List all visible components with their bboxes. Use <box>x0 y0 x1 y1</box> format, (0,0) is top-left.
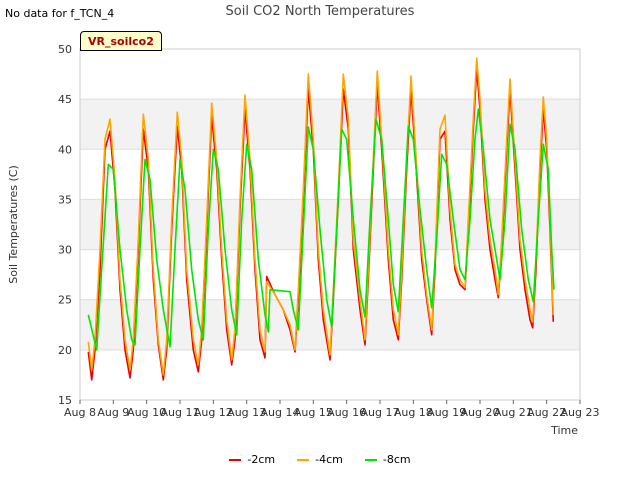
x-tick-label: Aug 19 <box>427 406 466 419</box>
chart-title: Soil CO2 North Temperatures <box>225 4 415 19</box>
x-tick-label: Aug 9 <box>97 406 129 419</box>
y-tick-label: 15 <box>58 394 72 407</box>
legend: -2cm -4cm -8cm <box>0 453 640 466</box>
x-tick-label: Aug 8 <box>64 406 96 419</box>
band <box>80 99 580 150</box>
legend-item-4cm: -4cm <box>297 453 343 466</box>
y-tick-label: 25 <box>58 294 72 307</box>
legend-label-4cm: -4cm <box>315 453 343 466</box>
x-tick-label: Aug 18 <box>394 406 433 419</box>
site-tag: VR_soilco2 <box>80 31 162 51</box>
y-tick-label: 20 <box>58 344 72 357</box>
legend-item-8cm: -8cm <box>364 453 411 466</box>
y-axis-label: Soil Temperatures (C) <box>7 165 20 284</box>
background-bands <box>80 99 580 350</box>
band <box>80 199 580 250</box>
x-tick-label: Aug 16 <box>327 406 366 419</box>
x-tick-label: Aug 13 <box>227 406 266 419</box>
y-axis-ticks: 15 20 25 30 35 40 45 50 <box>58 43 72 407</box>
x-tick-label: Aug 17 <box>361 406 400 419</box>
legend-swatch-2cm <box>229 458 242 461</box>
x-tick-label: Aug 15 <box>294 406 333 419</box>
series-line-8cm <box>87 108 555 351</box>
x-tick-label: Aug 14 <box>261 406 300 419</box>
y-tick-label: 40 <box>58 143 72 156</box>
plot-frame <box>79 48 581 401</box>
legend-label-2cm: -2cm <box>247 453 276 466</box>
x-tick-label: Aug 23 <box>561 406 600 419</box>
legend-swatch-8cm <box>364 458 377 461</box>
y-tick-label: 50 <box>58 43 72 56</box>
x-tick-label: Aug 11 <box>161 406 200 419</box>
no-data-notice: No data for f_TCN_4 <box>5 7 115 20</box>
x-tick-label: Aug 12 <box>194 406 233 419</box>
x-axis-label: Time <box>550 424 578 437</box>
y-tick-label: 30 <box>58 244 72 257</box>
legend-item-2cm: -2cm <box>229 453 275 466</box>
y-tick-label: 35 <box>58 193 72 206</box>
x-tick-label: Aug 10 <box>127 406 166 419</box>
x-tick-label: Aug 22 <box>527 406 566 419</box>
x-tick-label: Aug 20 <box>461 406 500 419</box>
x-tick-label: Aug 21 <box>494 406 533 419</box>
y-tick-label: 45 <box>58 93 72 106</box>
legend-label-8cm: -8cm <box>382 453 411 466</box>
series-lines <box>87 57 555 381</box>
legend-swatch-4cm <box>297 458 310 461</box>
